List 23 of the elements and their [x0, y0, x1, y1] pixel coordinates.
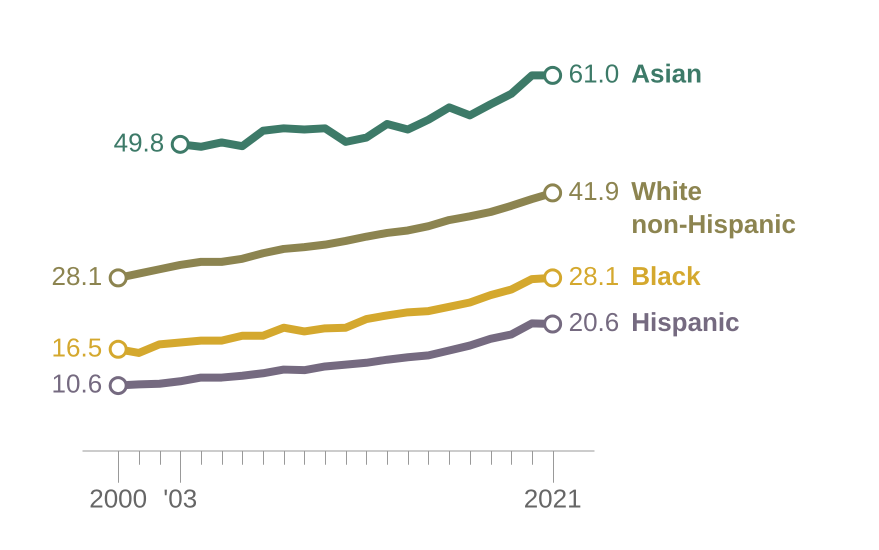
- data-label: 20.6: [568, 307, 620, 338]
- point: [170, 134, 190, 154]
- point: [543, 183, 562, 202]
- x-tick-label: 2021: [524, 484, 582, 514]
- text: White non-Hispanic: [631, 176, 796, 240]
- point: [543, 66, 562, 85]
- text: Hispanic: [631, 307, 740, 338]
- data-label: 41.9: [568, 176, 620, 206]
- point: [108, 376, 128, 396]
- point: [108, 340, 128, 359]
- data-label: 61.0: [568, 58, 620, 89]
- point: [543, 268, 562, 288]
- text: Black: [631, 261, 702, 292]
- data-label: 10.6: [52, 368, 102, 399]
- x-tick-label: 2000: [89, 484, 148, 514]
- text: Asian: [631, 58, 702, 89]
- data-label: 49.8: [114, 127, 164, 158]
- x-tick-label: '03: [163, 484, 198, 514]
- data-label: 16.5: [52, 332, 102, 362]
- point: [543, 314, 562, 334]
- data-label: 28.1: [568, 261, 620, 292]
- point: [108, 268, 128, 288]
- data-label: 28.1: [52, 261, 102, 292]
